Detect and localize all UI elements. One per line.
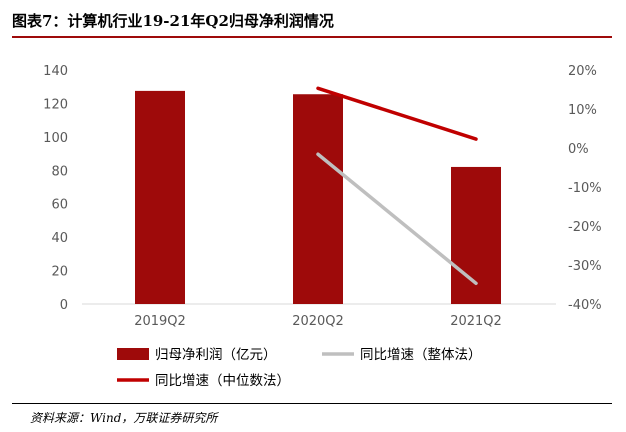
right-tick-label: -20%: [568, 220, 602, 235]
line-overall-growth: [316, 152, 478, 286]
right-tick-label: 10%: [568, 103, 597, 118]
right-tick-label: -10%: [568, 181, 602, 196]
x-tick-label: 2021Q2: [450, 314, 502, 329]
right-tick-label: 0%: [568, 142, 589, 157]
right-axis: -40% -30% -20% -10% 0% 10% 20%: [568, 64, 602, 313]
left-tick-label: 0: [60, 298, 68, 313]
left-tick-label: 140: [43, 64, 68, 79]
bar-2020Q2: [293, 94, 343, 304]
line-median-growth: [316, 86, 478, 141]
left-tick-label: 40: [51, 231, 68, 246]
legend-swatch: [117, 348, 149, 360]
legend-label: 归母净利润（亿元）: [155, 346, 277, 363]
legend-label: 同比增速（中位数法）: [155, 373, 290, 389]
bar-series: [135, 90, 501, 305]
left-tick-label: 120: [43, 97, 68, 112]
figure-title: 图表7：计算机行业19-21年Q2归母净利润情况: [12, 12, 334, 30]
x-tick-label: 2020Q2: [292, 314, 344, 329]
left-tick-label: 80: [51, 164, 68, 179]
line-series: [316, 86, 478, 286]
left-tick-label: 20: [51, 265, 68, 280]
left-tick-label: 60: [51, 198, 68, 213]
title-divider: [12, 36, 612, 38]
right-tick-label: -30%: [568, 259, 602, 274]
legend: 归母净利润（亿元） 同比增速（整体法） 同比增速（中位数法）: [117, 346, 482, 389]
right-tick-label: 20%: [568, 64, 597, 79]
x-axis-labels: 2019Q2 2020Q2 2021Q2: [134, 314, 502, 329]
bar-2019Q2: [135, 90, 185, 305]
left-axis: 0 20 40 60 80 100 120 140: [43, 64, 68, 313]
source-divider: [12, 403, 612, 404]
legend-label: 同比增速（整体法）: [360, 347, 482, 363]
x-tick-label: 2019Q2: [134, 314, 186, 329]
chart: 0 20 40 60 80 100 120 140 -40% -30% -20% -10% 0% 10%…: [43, 64, 602, 389]
right-tick-label: -40%: [568, 298, 602, 313]
source-note: 资料来源：Wind，万联证券研究所: [30, 411, 218, 425]
left-tick-label: 100: [43, 131, 68, 146]
